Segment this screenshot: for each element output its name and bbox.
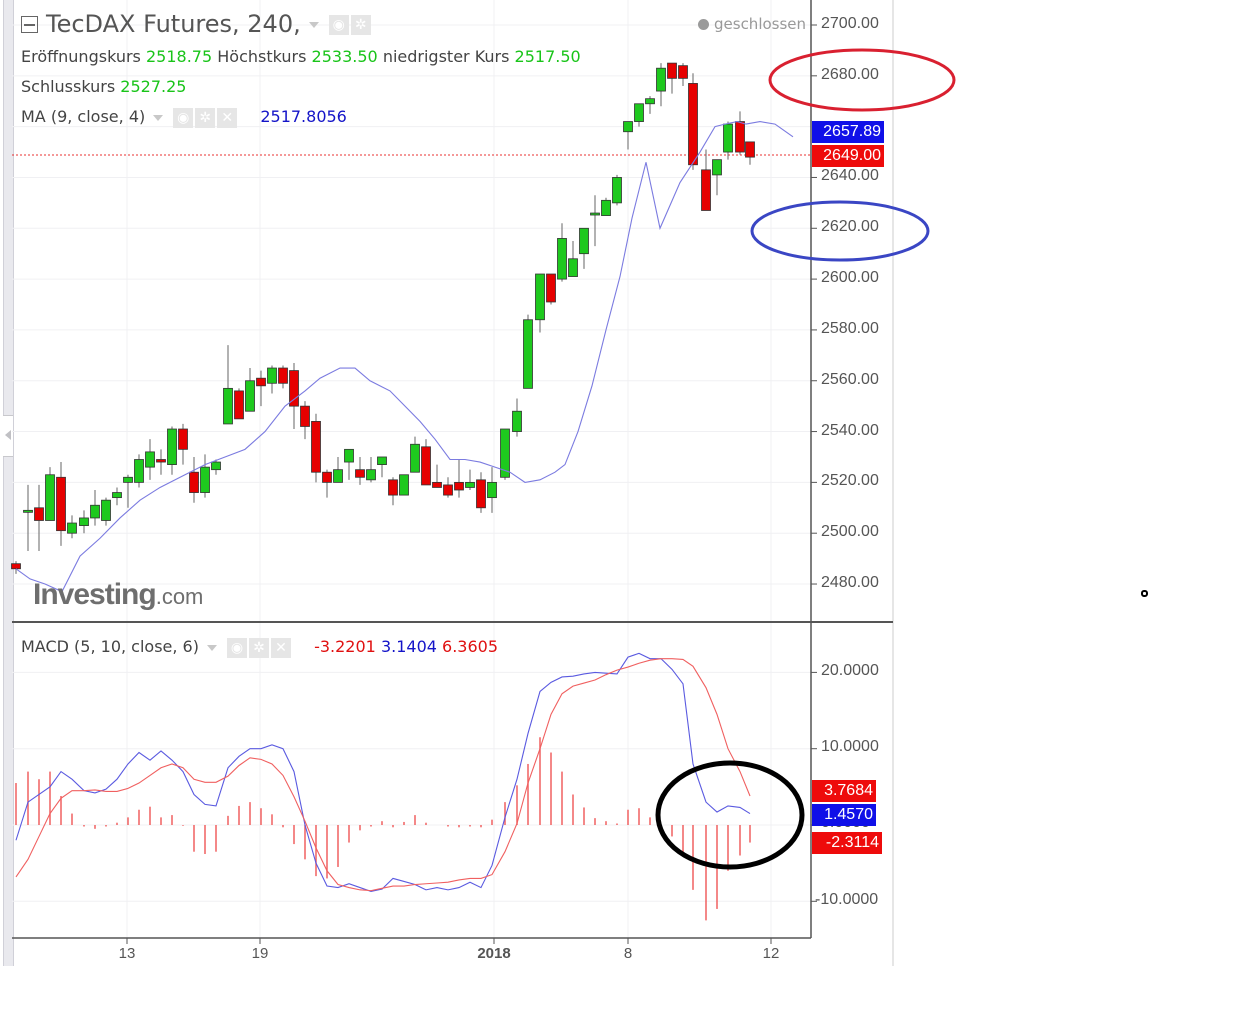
ohlc-legend-row1: Eröffnungskurs 2518.75 Höchstkurs 2533.5…	[21, 47, 581, 66]
close-label: Schlusskurs	[21, 77, 116, 96]
grid-lines	[12, 0, 811, 938]
macd-signal-line	[15, 658, 751, 892]
gear-icon[interactable]: ✲	[350, 15, 371, 35]
time-tick: 13	[118, 945, 136, 962]
open-label: Eröffnungskurs	[21, 47, 141, 66]
investing-logo: Investing.com	[33, 578, 203, 612]
time-tick: 19	[251, 945, 269, 962]
time-tick: 8	[623, 945, 633, 962]
time-tick: 2018	[477, 945, 511, 962]
macd-signal-tag: 3.7684	[812, 780, 876, 802]
price-tick: 2540.00	[821, 421, 879, 439]
price-tick: 2500.00	[821, 523, 879, 541]
low-label: niedrigster Kurs	[382, 47, 510, 66]
macd-signal-value: 6.3605	[442, 637, 498, 656]
black-annotation-ellipse	[655, 760, 805, 870]
left-scroll-strip[interactable]	[3, 0, 14, 966]
macd-line	[15, 652, 751, 892]
chevron-left-icon	[5, 430, 11, 440]
macd-tick-10: 10.0000	[821, 738, 879, 755]
eye-icon[interactable]: ◉	[226, 637, 247, 658]
ma-line	[15, 120, 794, 593]
price-tick: 2580.00	[821, 319, 879, 337]
collapse-square-icon[interactable]	[21, 16, 38, 33]
price-tick: 2680.00	[821, 65, 879, 83]
ma-price-tag: 2657.89	[812, 121, 884, 143]
price-tick: 2620.00	[821, 218, 879, 236]
close-value: 2527.25	[120, 77, 187, 96]
price-tick: 2480.00	[821, 574, 879, 592]
macd-histogram	[15, 737, 751, 921]
axis-ticks	[126, 24, 817, 944]
ma-legend: MA (9, close, 4) ◉ ✲ ✕ 2517.8056	[21, 107, 347, 128]
red-annotation-ellipse	[768, 48, 956, 112]
macd-legend: MACD (5, 10, close, 6) ◉ ✲ ✕ -3.2201 3.1404…	[21, 637, 498, 658]
chevron-down-icon[interactable]	[153, 114, 164, 121]
macd-line-tag: 1.4570	[812, 804, 876, 826]
chart-title: TecDAX Futures, 240, ◉ ✲	[21, 10, 373, 38]
gear-icon[interactable]: ✲	[195, 107, 216, 128]
status-dot-icon	[698, 19, 709, 30]
symbol-title: TecDAX Futures, 240,	[46, 10, 301, 38]
candlestick-series	[11, 62, 755, 574]
logo-suffix: .com	[155, 584, 204, 609]
eye-icon[interactable]: ◉	[328, 15, 349, 35]
logo-brand: Investing	[33, 578, 157, 611]
open-value: 2518.75	[145, 47, 213, 66]
macd-hist-value: -3.2201	[314, 637, 376, 656]
chevron-down-icon[interactable]	[206, 644, 217, 651]
time-tick: 12	[762, 945, 780, 962]
ma-value: 2517.8056	[260, 107, 347, 126]
close-icon[interactable]: ✕	[217, 107, 238, 128]
blue-annotation-ellipse	[750, 200, 930, 262]
macd-label[interactable]: MACD (5, 10, close, 6)	[21, 637, 199, 656]
low-value: 2517.50	[514, 47, 581, 66]
price-tick: 2640.00	[821, 167, 879, 185]
gear-icon[interactable]: ✲	[248, 637, 269, 658]
cursor-mark-icon	[1141, 590, 1148, 597]
macd-tick-minus10: -10.0000	[815, 891, 879, 908]
chevron-down-icon[interactable]	[308, 22, 319, 28]
last-price-tag: 2649.00	[812, 145, 884, 167]
high-label: Höchstkurs	[217, 47, 307, 66]
ohlc-legend-row2: Schlusskurs 2527.25	[21, 77, 186, 96]
price-tick: 2600.00	[821, 269, 879, 287]
price-tick: 2560.00	[821, 370, 879, 388]
price-tick: 2520.00	[821, 472, 879, 490]
macd-tick-20: 20.0000	[821, 662, 879, 679]
ma-label[interactable]: MA (9, close, 4)	[21, 107, 146, 126]
price-tick: 2700.00	[821, 15, 879, 32]
eye-icon[interactable]: ◉	[173, 107, 194, 128]
macd-hist-tag: -2.3114	[812, 832, 882, 854]
close-icon[interactable]: ✕	[270, 637, 291, 658]
market-status: geschlossen	[698, 15, 806, 33]
macd-value: 3.1404	[380, 637, 437, 656]
collapse-panel-button[interactable]	[3, 415, 13, 457]
status-text: geschlossen	[714, 15, 807, 33]
high-value: 2533.50	[311, 47, 378, 66]
